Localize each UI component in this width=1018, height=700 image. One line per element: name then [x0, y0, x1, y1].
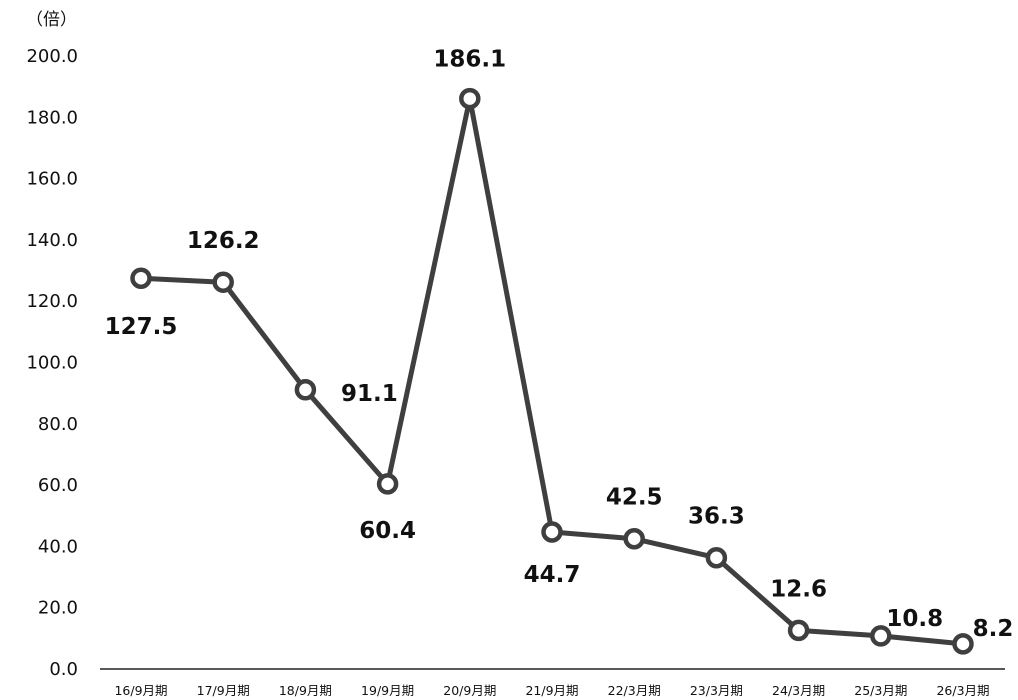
x-tick-label: 24/3月期 — [772, 683, 825, 698]
y-tick-label: 80.0 — [38, 414, 78, 435]
x-tick-label: 18/9月期 — [279, 683, 332, 698]
data-label: 60.4 — [359, 518, 416, 544]
y-tick-label: 0.0 — [49, 659, 78, 680]
data-point-marker — [294, 379, 317, 401]
x-tick-label: 21/9月期 — [525, 683, 578, 698]
x-tick-label: 23/3月期 — [690, 683, 743, 698]
data-label: 10.8 — [886, 606, 943, 632]
data-point-marker — [870, 625, 892, 647]
data-point-marker — [212, 271, 234, 293]
data-point-marker — [376, 473, 399, 495]
data-label: 8.2 — [973, 616, 1014, 642]
y-tick-label: 140.0 — [26, 230, 78, 251]
series-markers — [130, 87, 974, 655]
y-axis-unit-label: （倍） — [26, 10, 77, 30]
x-tick-label: 19/9月期 — [361, 683, 414, 698]
data-label: 127.5 — [105, 314, 178, 340]
data-label: 12.6 — [770, 576, 827, 602]
data-point-marker — [705, 546, 728, 569]
y-tick-label: 180.0 — [26, 107, 78, 128]
data-point-marker — [459, 87, 481, 110]
data-label: 42.5 — [606, 485, 663, 511]
y-tick-label: 60.0 — [38, 475, 78, 496]
y-tick-label: 100.0 — [26, 353, 78, 374]
data-label: 91.1 — [341, 381, 398, 407]
data-point-marker — [787, 619, 810, 642]
data-label: 186.1 — [433, 47, 506, 73]
y-tick-label: 20.0 — [38, 598, 78, 619]
y-tick-label: 40.0 — [38, 536, 78, 557]
data-point-marker — [130, 267, 152, 289]
data-label: 36.3 — [688, 504, 745, 530]
x-tick-label: 25/3月期 — [854, 683, 907, 698]
x-tick-label: 17/9月期 — [197, 683, 250, 698]
y-tick-label: 200.0 — [26, 46, 78, 67]
x-tick-label: 20/9月期 — [443, 683, 496, 698]
x-tick-label: 22/3月期 — [608, 683, 661, 698]
y-tick-label: 120.0 — [26, 291, 78, 312]
data-label: 126.2 — [187, 228, 260, 254]
data-point-marker — [541, 521, 563, 543]
data-label: 44.7 — [524, 562, 581, 588]
x-tick-label: 16/9月期 — [114, 683, 167, 698]
data-labels: 127.5 126.2 91.1 60.4 186.1 44.7 42.5 36.3 12.6 1… — [105, 47, 1014, 642]
x-tick-label: 26/3月期 — [936, 683, 989, 698]
x-axis-ticks: 16/9月期 17/9月期 18/9月期 19/9月期 20/9月期 21/9月期 22/3… — [114, 683, 989, 698]
data-point-marker — [952, 633, 974, 655]
y-tick-label: 160.0 — [26, 169, 78, 190]
data-point-marker — [623, 527, 645, 550]
y-axis-ticks: 0.0 20.0 40.0 60.0 80.0 100.0 120.0 140.0 160.0 1… — [26, 46, 78, 680]
